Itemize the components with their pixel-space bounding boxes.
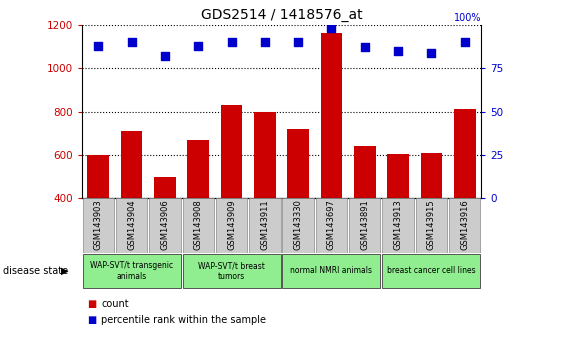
- FancyBboxPatch shape: [449, 198, 480, 253]
- Point: [427, 50, 436, 55]
- Bar: [354, 146, 376, 285]
- FancyBboxPatch shape: [249, 198, 280, 253]
- Point: [94, 43, 103, 48]
- Point: [394, 48, 403, 53]
- Bar: [87, 155, 109, 285]
- Text: GSM143913: GSM143913: [394, 199, 403, 250]
- Text: GSM143906: GSM143906: [160, 199, 169, 250]
- Text: count: count: [101, 299, 129, 309]
- Text: normal NMRI animals: normal NMRI animals: [291, 266, 373, 275]
- Point: [260, 39, 269, 45]
- Text: breast cancer cell lines: breast cancer cell lines: [387, 266, 476, 275]
- Text: disease state: disease state: [3, 266, 68, 276]
- FancyBboxPatch shape: [415, 198, 447, 253]
- Text: GSM143911: GSM143911: [260, 199, 269, 250]
- FancyBboxPatch shape: [349, 198, 381, 253]
- FancyBboxPatch shape: [382, 198, 414, 253]
- Point: [460, 39, 469, 45]
- Text: WAP-SVT/t breast
tumors: WAP-SVT/t breast tumors: [198, 261, 265, 280]
- Point: [127, 39, 136, 45]
- Point: [360, 45, 369, 50]
- Text: GSM143916: GSM143916: [460, 199, 469, 250]
- FancyBboxPatch shape: [83, 254, 181, 288]
- Bar: [121, 131, 142, 285]
- Point: [327, 25, 336, 31]
- FancyBboxPatch shape: [283, 198, 314, 253]
- Bar: [321, 33, 342, 285]
- Text: WAP-SVT/t transgenic
animals: WAP-SVT/t transgenic animals: [90, 261, 173, 280]
- Bar: [254, 112, 276, 285]
- Text: GSM143697: GSM143697: [327, 199, 336, 250]
- Text: GSM143891: GSM143891: [360, 199, 369, 250]
- FancyBboxPatch shape: [182, 254, 280, 288]
- Text: ▶: ▶: [61, 266, 68, 276]
- Bar: [421, 153, 442, 285]
- FancyBboxPatch shape: [283, 254, 381, 288]
- Bar: [287, 129, 309, 285]
- FancyBboxPatch shape: [116, 198, 148, 253]
- Text: GSM143904: GSM143904: [127, 199, 136, 250]
- Point: [160, 53, 169, 59]
- Text: 100%: 100%: [454, 13, 481, 23]
- FancyBboxPatch shape: [83, 198, 114, 253]
- FancyBboxPatch shape: [149, 198, 181, 253]
- Text: GSM143330: GSM143330: [294, 199, 303, 250]
- Bar: [221, 105, 242, 285]
- Text: GSM143915: GSM143915: [427, 199, 436, 250]
- FancyBboxPatch shape: [382, 254, 480, 288]
- Point: [294, 39, 303, 45]
- FancyBboxPatch shape: [316, 198, 347, 253]
- FancyBboxPatch shape: [216, 198, 247, 253]
- Title: GDS2514 / 1418576_at: GDS2514 / 1418576_at: [200, 8, 363, 22]
- Text: GSM143909: GSM143909: [227, 199, 236, 250]
- Bar: [154, 177, 176, 285]
- Text: GSM143903: GSM143903: [94, 199, 103, 250]
- Point: [194, 43, 203, 48]
- Point: [227, 39, 236, 45]
- Text: GSM143908: GSM143908: [194, 199, 203, 250]
- Bar: [387, 154, 409, 285]
- Text: ■: ■: [87, 315, 96, 325]
- FancyBboxPatch shape: [182, 198, 214, 253]
- Bar: [454, 109, 476, 285]
- Bar: [187, 140, 209, 285]
- Text: percentile rank within the sample: percentile rank within the sample: [101, 315, 266, 325]
- Text: ■: ■: [87, 299, 96, 309]
